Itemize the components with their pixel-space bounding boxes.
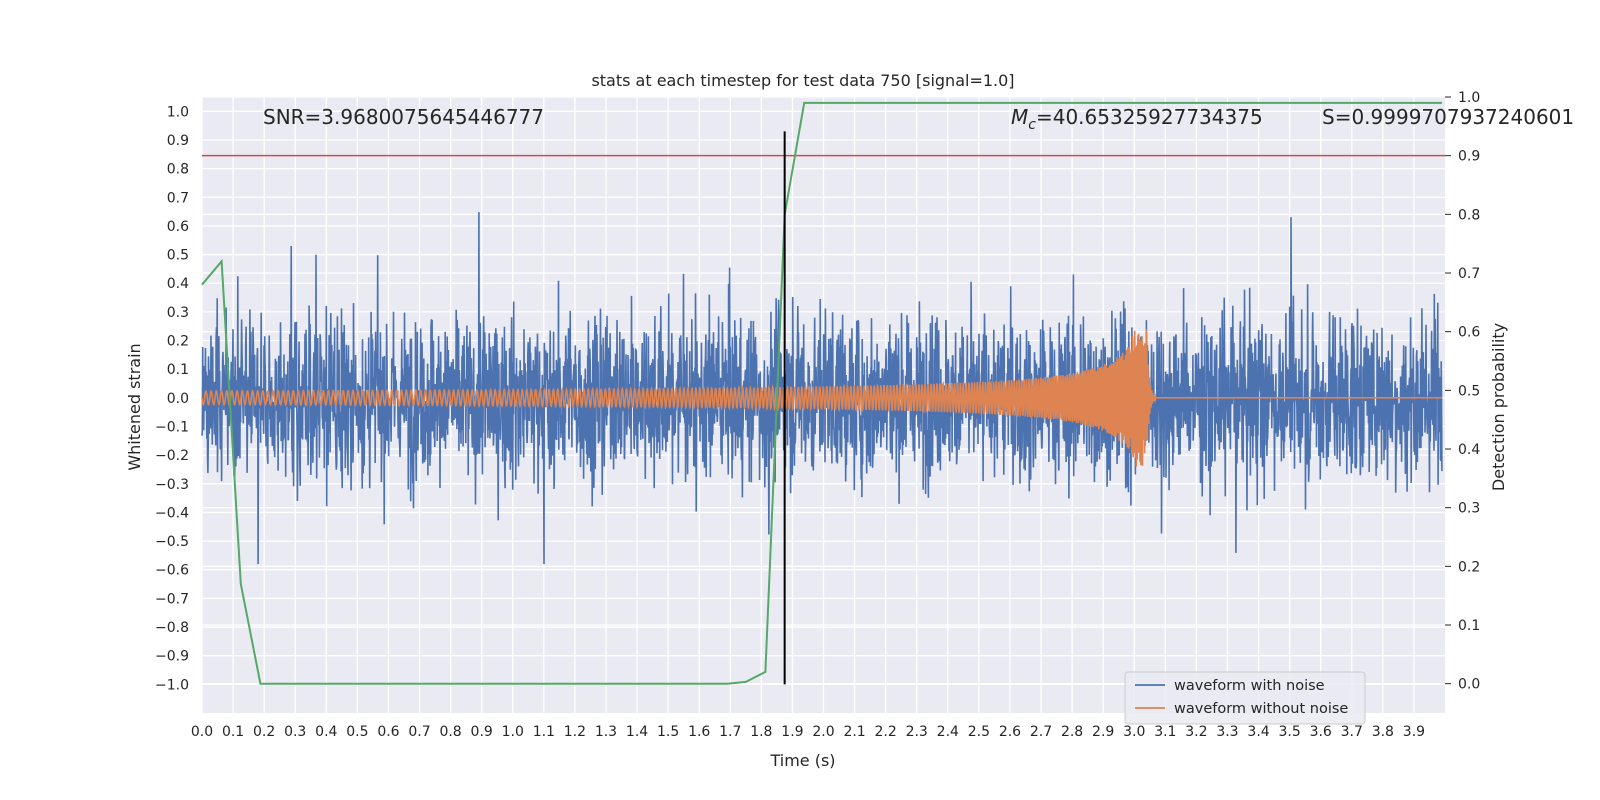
x-tick-label: 1.8 — [750, 724, 772, 740]
y-tick-label: 0.8 — [167, 162, 189, 178]
x-tick-label: 2.6 — [999, 724, 1021, 740]
x-tick-label: 2.5 — [968, 724, 990, 740]
chirp-mass-annotation: Mc=40.65325927734375 — [1011, 105, 1263, 133]
legend-label-no-noise: waveform without noise — [1174, 701, 1348, 717]
y-tick-label: −0.2 — [155, 448, 189, 464]
y-tick-label: 0.9 — [167, 133, 189, 149]
y-tick-label: −0.6 — [155, 563, 189, 579]
x-tick-label: 0.7 — [408, 724, 430, 740]
y-tick-label: 0.7 — [167, 190, 189, 206]
y-tick-label: −0.8 — [155, 620, 189, 636]
x-tick-label: 2.2 — [875, 724, 897, 740]
x-tick-label: 1.5 — [657, 724, 679, 740]
x-tick-label: 1.3 — [595, 724, 617, 740]
y-tick-label: 0.3 — [167, 305, 189, 321]
x-axis-label: Time (s) — [769, 751, 835, 770]
y-axis-ticks: 1.0 0.9 0.8 0.7 0.6 0.5 0.4 0.3 0.2 0.1 0.0 −0.1 −0.… — [155, 104, 189, 693]
right-tick-label: 0.8 — [1458, 207, 1480, 223]
x-tick-label: 1.4 — [626, 724, 648, 740]
x-tick-label: 0.6 — [377, 724, 399, 740]
y-axis-label: Whitened strain — [125, 343, 144, 470]
x-tick-label: 0.1 — [222, 724, 244, 740]
x-axis-ticks: 0.0 0.1 0.2 0.3 0.4 0.5 0.6 0.7 0.8 0.9 1.0 1.1 1.2 1… — [191, 724, 1425, 740]
y-tick-label: 0.5 — [167, 248, 189, 264]
x-tick-label: 0.9 — [471, 724, 493, 740]
right-tick-label: 1.0 — [1458, 90, 1480, 106]
y-tick-label: 0.2 — [167, 334, 189, 350]
y-tick-label: −0.4 — [155, 505, 189, 521]
x-tick-label: 3.1 — [1154, 724, 1176, 740]
plot-series — [201, 101, 1445, 685]
x-tick-label: 2.0 — [812, 724, 834, 740]
x-tick-label: 0.3 — [284, 724, 306, 740]
legend-label-noise: waveform with noise — [1174, 678, 1325, 694]
right-tick-label: 0.4 — [1458, 442, 1480, 458]
x-tick-label: 0.5 — [346, 724, 368, 740]
y-tick-label: 0.0 — [167, 391, 189, 407]
x-tick-label: 3.2 — [1185, 724, 1207, 740]
x-tick-label: 3.3 — [1216, 724, 1238, 740]
y-tick-label: −1.0 — [155, 677, 189, 693]
y-tick-label: −0.1 — [155, 419, 189, 435]
x-tick-label: 1.0 — [502, 724, 524, 740]
right-tick-label: 0.5 — [1458, 383, 1480, 399]
x-tick-label: 1.2 — [564, 724, 586, 740]
x-tick-label: 1.7 — [719, 724, 741, 740]
legend-box — [1124, 671, 1366, 725]
y-tick-label: −0.9 — [155, 649, 189, 665]
snr-annotation: SNR=3.9680075645446777 — [263, 105, 544, 129]
right-tick-label: 0.6 — [1458, 325, 1480, 341]
series-detection-probability — [201, 101, 1442, 685]
y-tick-label: 0.6 — [167, 219, 189, 235]
x-tick-label: 0.8 — [439, 724, 461, 740]
x-tick-label: 0.0 — [191, 724, 213, 740]
chirp-mass-subscript: c — [1028, 117, 1036, 133]
x-tick-label: 2.9 — [1092, 724, 1114, 740]
x-tick-label: 0.2 — [253, 724, 275, 740]
x-tick-label: 2.1 — [843, 724, 865, 740]
x-tick-label: 1.1 — [533, 724, 555, 740]
x-tick-label: 2.8 — [1061, 724, 1083, 740]
y-tick-label: −0.7 — [155, 591, 189, 607]
y-tick-label: 0.1 — [167, 362, 189, 378]
x-tick-label: 2.4 — [937, 724, 959, 740]
series-waveform-without-noise — [201, 329, 1442, 467]
right-axis-ticks: 1.0 0.9 0.8 0.7 0.6 0.5 0.4 0.3 0.2 0.1 0.0 — [1445, 90, 1480, 693]
x-tick-label: 3.6 — [1310, 724, 1332, 740]
x-tick-label: 3.7 — [1341, 724, 1363, 740]
x-tick-label: 2.7 — [1030, 724, 1052, 740]
right-tick-label: 0.9 — [1458, 149, 1480, 165]
x-tick-label: 2.3 — [906, 724, 928, 740]
y-tick-label: 1.0 — [167, 104, 189, 120]
right-tick-label: 0.3 — [1458, 501, 1480, 517]
x-tick-label: 1.6 — [688, 724, 710, 740]
x-tick-label: 1.9 — [781, 724, 803, 740]
y-tick-label: 0.4 — [167, 276, 189, 292]
right-tick-label: 0.0 — [1458, 677, 1480, 693]
right-tick-label: 0.2 — [1458, 559, 1480, 575]
y-tick-label: −0.5 — [155, 534, 189, 550]
right-tick-label: 0.1 — [1458, 618, 1480, 634]
x-tick-label: 3.4 — [1247, 724, 1269, 740]
x-tick-label: 3.5 — [1278, 724, 1300, 740]
right-axis-label: Detection probability — [1489, 323, 1508, 491]
y-tick-label: −0.3 — [155, 477, 189, 493]
x-tick-label: 3.0 — [1123, 724, 1145, 740]
legend: waveform with noise waveform without noi… — [1124, 671, 1366, 725]
series-waveform-with-noise — [201, 212, 1443, 565]
x-tick-label: 0.4 — [315, 724, 337, 740]
chirp-mass-value: =40.65325927734375 — [1036, 105, 1263, 129]
chart-title: stats at each timestep for test data 750… — [591, 71, 1014, 90]
right-tick-label: 0.7 — [1458, 266, 1480, 282]
significance-annotation: S=0.9999707937240601 — [1322, 105, 1574, 129]
chirp-mass-symbol: M — [1011, 105, 1028, 129]
x-tick-label: 3.9 — [1403, 724, 1425, 740]
x-tick-label: 3.8 — [1372, 724, 1394, 740]
